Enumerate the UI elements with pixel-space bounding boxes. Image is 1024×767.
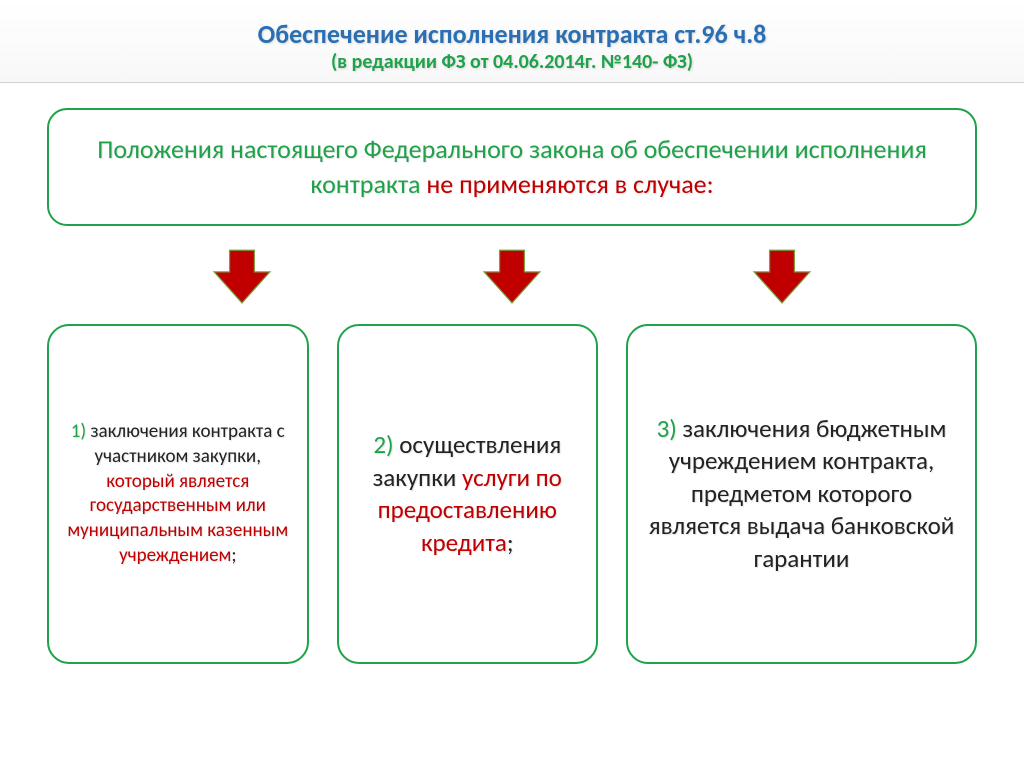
text-segment: 2): [373, 429, 399, 460]
intro-text-part2: не применяются в случае:: [426, 168, 713, 200]
text-segment: ;: [507, 527, 514, 558]
slide-subtitle: (в редакции ФЗ от 04.06.2014г. №140- ФЗ): [20, 50, 1004, 74]
text-segment: заключения бюджетным учреждением контрак…: [649, 413, 955, 574]
slide-title: Обеспечение исполнения контракта ст.96 ч…: [20, 18, 1004, 50]
slide-title-area: Обеспечение исполнения контракта ст.96 ч…: [0, 0, 1024, 83]
text-segment: заключения контракта с участником закупк…: [90, 420, 284, 468]
columns-row: 1) заключения контракта с участником зак…: [32, 324, 992, 664]
arrow-down-icon: [202, 244, 282, 306]
case-box-1: 1) заключения контракта с участником зак…: [47, 324, 309, 664]
case-box-2: 2) осуществления закупки услуги по предо…: [337, 324, 599, 664]
case-box-3: 3) заключения бюджетным учреждением конт…: [626, 324, 977, 664]
arrow-down-icon: [742, 244, 822, 306]
arrows-row: [47, 244, 977, 306]
arrow-down-icon: [472, 244, 552, 306]
text-segment: 3): [657, 413, 683, 444]
text-segment: 1): [71, 420, 91, 443]
text-segment: который является государственным или мун…: [67, 470, 288, 567]
text-segment: ;: [231, 544, 236, 567]
intro-box: Положения настоящего Федерального закона…: [47, 108, 977, 226]
case-text: 3) заключения бюджетным учреждением конт…: [644, 413, 959, 576]
case-text: 2) осуществления закупки услуги по предо…: [355, 429, 581, 559]
case-text: 1) заключения контракта с участником зак…: [65, 420, 291, 568]
